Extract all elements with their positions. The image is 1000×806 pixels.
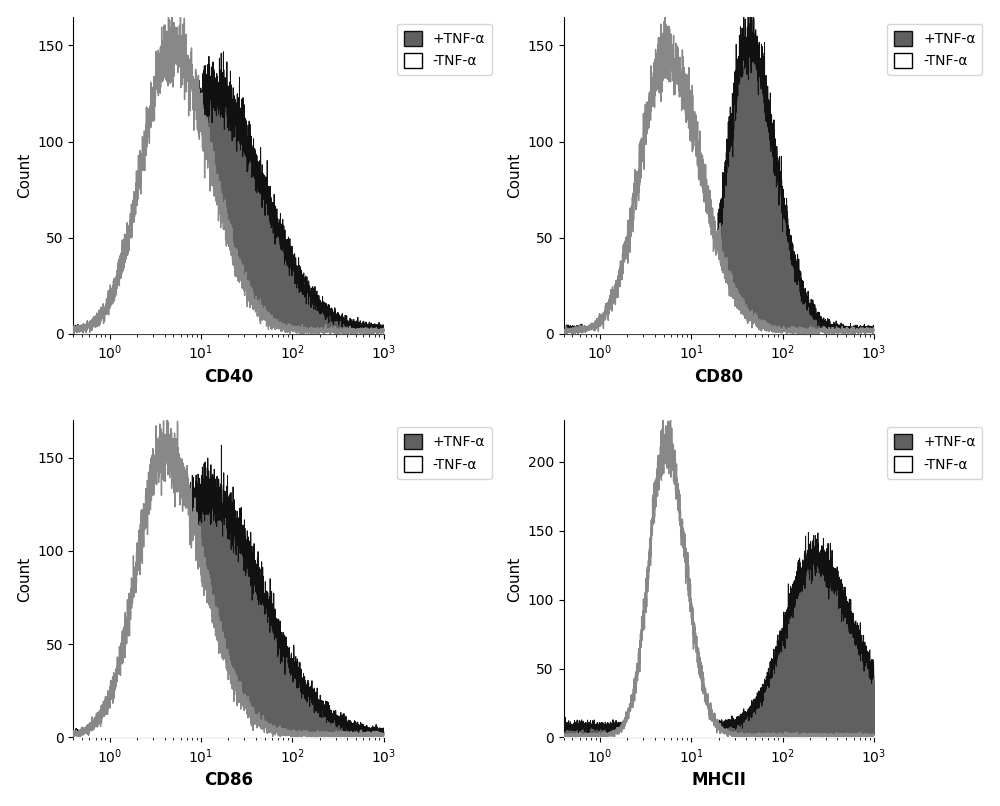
Y-axis label: Count: Count [17, 152, 32, 197]
Legend: +TNF-α, -TNF-α: +TNF-α, -TNF-α [397, 427, 492, 479]
X-axis label: MHCII: MHCII [691, 771, 746, 789]
Y-axis label: Count: Count [507, 556, 522, 601]
X-axis label: CD40: CD40 [204, 368, 253, 385]
X-axis label: CD80: CD80 [694, 368, 743, 385]
Legend: +TNF-α, -TNF-α: +TNF-α, -TNF-α [887, 23, 982, 75]
X-axis label: CD86: CD86 [204, 771, 253, 789]
Legend: +TNF-α, -TNF-α: +TNF-α, -TNF-α [397, 23, 492, 75]
Legend: +TNF-α, -TNF-α: +TNF-α, -TNF-α [887, 427, 982, 479]
Y-axis label: Count: Count [17, 556, 32, 601]
Y-axis label: Count: Count [507, 152, 522, 197]
